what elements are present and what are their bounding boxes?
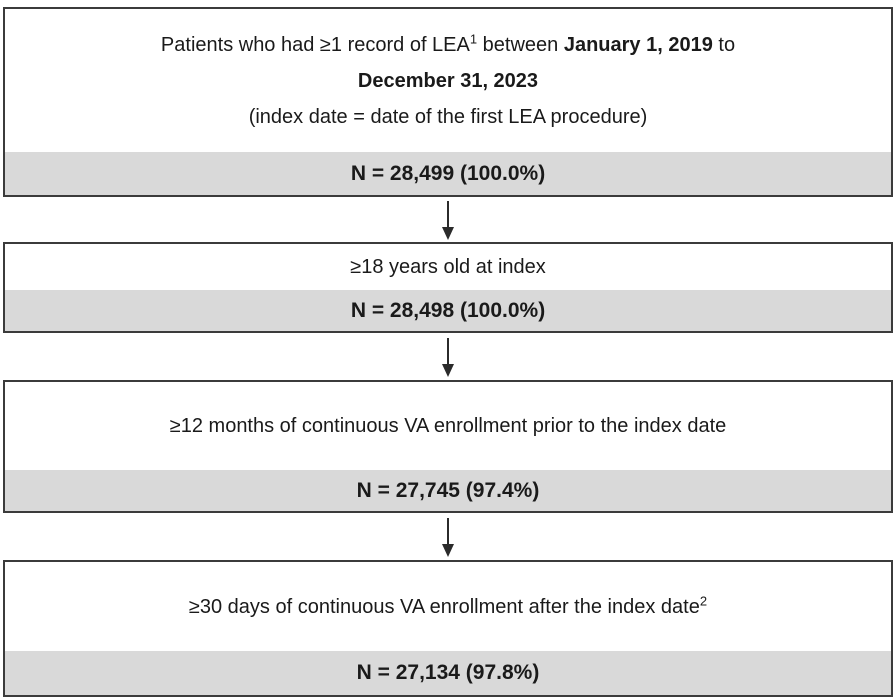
count-bar: N = 27,134 (97.8%) (5, 651, 891, 695)
down-arrow-icon (442, 518, 454, 557)
criteria-text: ≥12 months of continuous VA enrollment p… (169, 415, 727, 437)
count-label: N = 28,499 (100.0%) (350, 161, 546, 185)
count-label: N = 27,745 (97.4%) (356, 478, 540, 502)
end-date-bold: December 31, 2023 (357, 69, 539, 92)
count-bar: N = 28,498 (100.0%) (5, 290, 891, 331)
flow-box-initial-cohort: Patients who had ≥1 record of LEA1 betwe… (3, 7, 893, 197)
flow-box-age-criteria-text: ≥18 years old at index (5, 244, 891, 290)
flow-box-age-criteria: ≥18 years old at index N = 28,498 (100.0… (3, 242, 893, 333)
count-label: N = 28,498 (100.0%) (350, 298, 546, 322)
flow-box-prior-enrollment-text: ≥12 months of continuous VA enrollment p… (5, 382, 891, 470)
flow-connector-3 (0, 513, 896, 560)
down-arrow-icon (442, 338, 454, 377)
count-label: N = 27,134 (97.8%) (356, 661, 540, 684)
criteria-text: ≥18 years old at index (350, 256, 546, 278)
criteria-text-segment: between (477, 33, 564, 56)
flow-box-post-enrollment: ≥30 days of continuous VA enrollment aft… (3, 560, 893, 697)
count-bar: N = 28,499 (100.0%) (5, 152, 891, 195)
footnote-marker-2: 2 (699, 592, 708, 608)
index-date-definition: (index date = date of the first LEA proc… (248, 105, 648, 128)
flow-connector-2 (0, 333, 896, 380)
count-bar: N = 27,745 (97.4%) (5, 470, 891, 511)
flow-box-prior-enrollment: ≥12 months of continuous VA enrollment p… (3, 380, 893, 513)
criteria-text-segment: ≥30 days of continuous VA enrollment aft… (188, 595, 700, 618)
flow-box-post-enrollment-text: ≥30 days of continuous VA enrollment aft… (5, 562, 891, 651)
criteria-text-segment: to (712, 33, 736, 56)
flow-box-initial-cohort-criteria: Patients who had ≥1 record of LEA1 betwe… (5, 9, 891, 152)
flow-connector-1 (0, 197, 896, 242)
start-date-bold: January 1, 2019 (563, 33, 713, 56)
criteria-text-segment: Patients who had ≥1 record of LEA (160, 33, 470, 56)
flow-box-initial-cohort-text: Patients who had ≥1 record of LEA1 betwe… (161, 27, 735, 135)
criteria-text: ≥30 days of continuous VA enrollment aft… (189, 589, 707, 625)
footnote-marker-1: 1 (469, 30, 478, 46)
down-arrow-icon (442, 201, 454, 240)
